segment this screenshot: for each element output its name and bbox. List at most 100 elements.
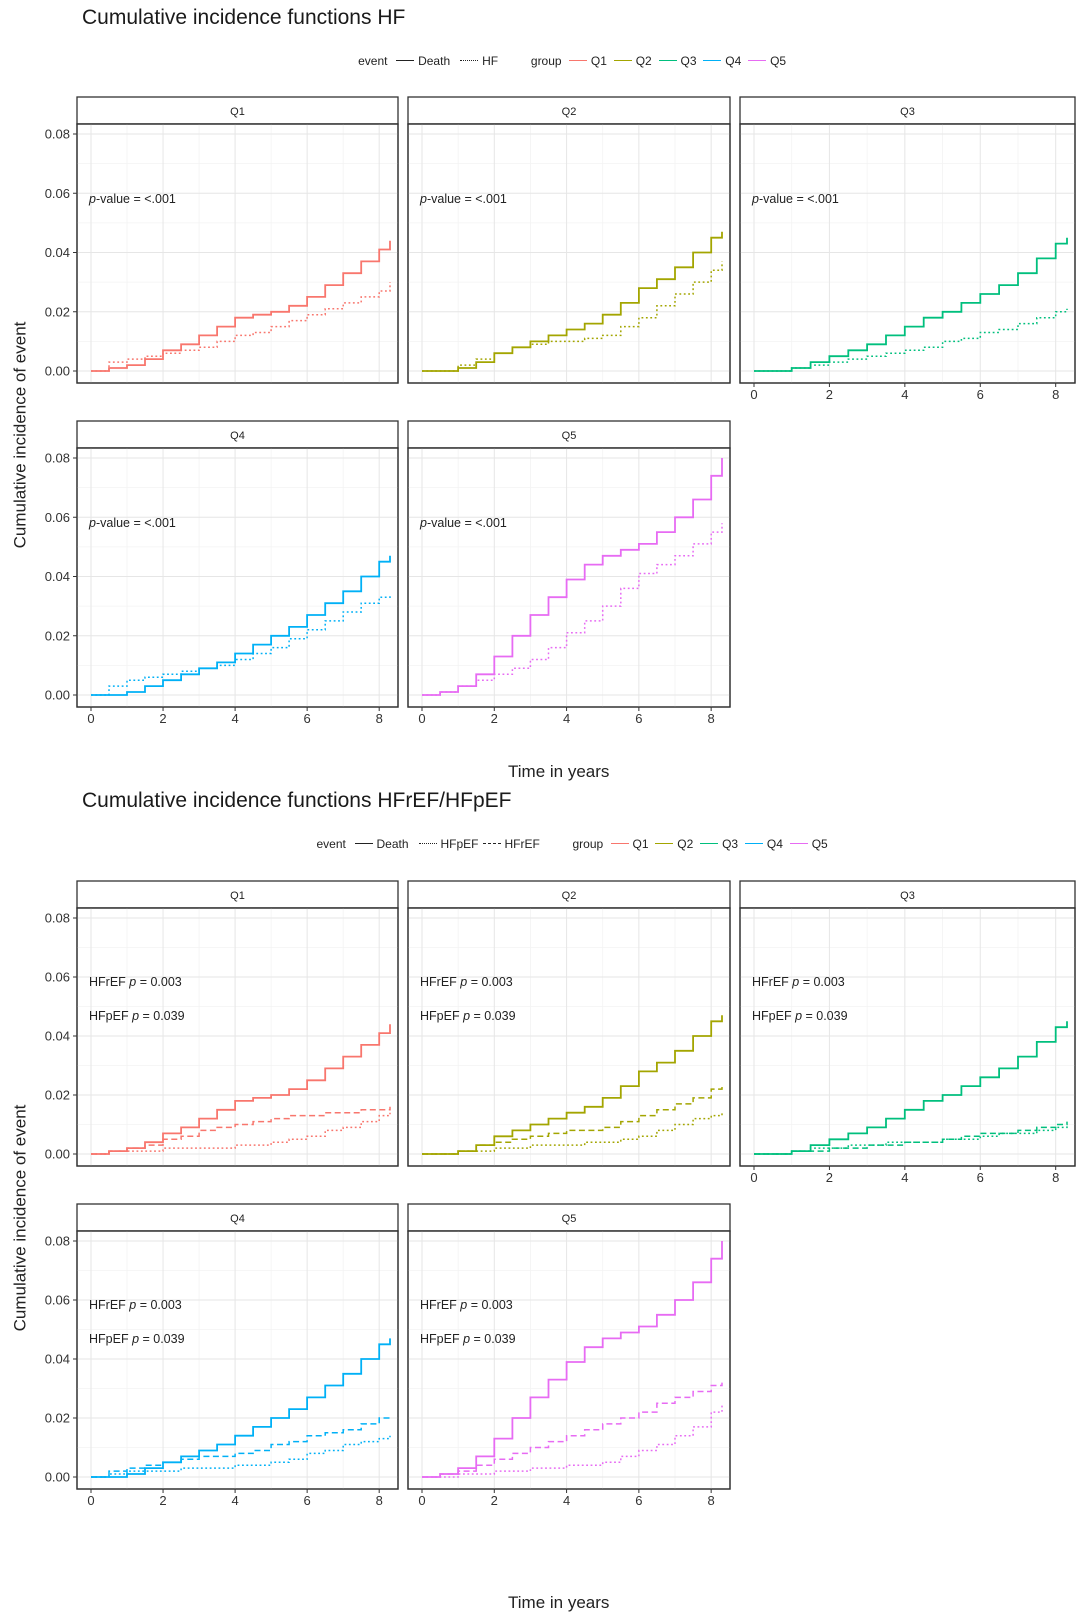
x-tick-label: 2 [159,711,166,726]
x-tick-label: 6 [304,711,311,726]
x-axis-label: Time in years [508,762,610,781]
x-tick-label: 4 [563,711,570,726]
legend-swatch [748,60,767,61]
x-tick-label: 8 [708,711,715,726]
legend-swatch [568,60,587,61]
x-tick-label: 4 [901,1170,908,1185]
y-tick-label: 0.08 [45,127,70,142]
x-tick-label: 6 [304,1493,311,1508]
panel-border-top [407,123,731,384]
x-tick-label: 4 [231,711,238,726]
series-line-q5-death [422,1241,723,1478]
legend-title: group [530,54,562,68]
legend-entry: Q2 [635,54,652,68]
figure-title: Cumulative incidence functions HF [82,6,406,29]
legend-swatch [655,843,674,844]
legend-swatch [396,60,415,61]
series-line-q4-hf [91,594,391,696]
legend-swatch [703,60,722,61]
x-tick-label: 8 [376,711,383,726]
legend: event Death HF group Q1 Q2 Q3 Q4 Q5 [0,52,1091,72]
facet-strip [407,880,731,909]
x-tick-label: 2 [826,1170,833,1185]
p-value-annotation: HFpEF p = 0.039 [752,1009,848,1023]
y-tick-label: 0.04 [45,569,70,584]
p-value-annotation: HFpEF p = 0.039 [420,1009,516,1023]
series-line-q1-death [91,1024,391,1155]
x-tick-label: 0 [750,387,757,402]
y-tick-label: 0.02 [45,628,70,643]
x-tick-label: 0 [87,1493,94,1508]
panel-border [76,907,399,1167]
legend-entry: Q3 [722,837,739,851]
facet-panel-q3: Q3 0 2 4 6 8 HFrEF p = 0.003 HFpEF p = 0.039 [739,880,1076,1185]
y-tick-label: 0.08 [45,911,70,926]
panel-border [407,907,731,1167]
p-value-annotation: p-value = <.001 [419,192,507,206]
panel-border [76,123,399,384]
facet-panel-q1: Q1 0.00 0.02 0.04 0.06 0.08 p-value = <.001 [45,96,399,384]
x-tick-label: 6 [977,387,984,402]
legend-entry: Q1 [590,54,607,68]
legend-swatch [789,843,808,844]
series-line-q3-hfref [754,1121,1068,1155]
panel-border-top [739,907,1076,1167]
x-tick-label: 4 [901,387,908,402]
x-tick-label: 0 [750,1170,757,1185]
series-line-q2-hfref [422,1086,723,1155]
facet-strip-label: Q3 [900,890,915,902]
facet-panel-q5: Q5 0 2 4 6 8 HFrEF p = 0.003 HFpEF p = 0.039 [407,1203,731,1508]
facet-strip-label: Q4 [230,1213,245,1225]
p-value-annotation: HFpEF p = 0.039 [89,1332,185,1346]
y-axis-label: Cumulative incidence of event [10,321,30,549]
series-line-q5-death [422,458,723,696]
legend-swatch [610,843,629,844]
y-tick-label: 0.04 [45,1029,70,1044]
legend-entry: HF [482,54,499,68]
p-value-annotation: HFrEF p = 0.003 [420,975,513,989]
p-value-annotation: HFrEF p = 0.003 [89,975,182,989]
y-tick-label: 0.08 [45,451,70,466]
y-tick-label: 0.04 [45,245,70,260]
p-value-annotation: HFrEF p = 0.003 [752,975,845,989]
y-tick-label: 0.00 [45,1470,70,1485]
facet-strip [739,96,1076,125]
y-tick-label: 0.00 [45,688,70,703]
legend-entry: Q5 [811,837,828,851]
legend-entry: Q1 [632,837,649,851]
legend-swatch [613,60,632,61]
legend-swatch [354,843,373,844]
panel-border [76,1230,399,1490]
y-tick-label: 0.02 [45,1088,70,1103]
y-tick-label: 0.02 [45,304,70,319]
figure-hfref-hfpef: Cumulative incidence functions HFrEF/HFp… [0,783,1091,1616]
facet-strip [407,1203,731,1232]
facet-panel-q1: Q1 0.00 0.02 0.04 0.06 0.08 HFrEF p = 0.003 HFp… [45,880,399,1167]
facet-panel-q5: Q5 0 2 4 6 8 p-value = <.001 [407,420,731,726]
figure-title: Cumulative incidence functions HFrEF/HFp… [82,789,512,812]
series-line-q1-hfref [91,1106,391,1155]
legend-entry: Q5 [770,54,787,68]
panel-border-top [76,123,399,384]
series-line-q3-hf [754,308,1068,372]
panel-border [407,123,731,384]
panel-border [76,447,399,708]
series-line-q1-hf [91,282,391,372]
legend-swatch [700,843,719,844]
y-tick-label: 0.00 [45,364,70,379]
x-tick-label: 2 [491,1493,498,1508]
facet-strip-label: Q1 [230,106,245,118]
facet-panel-q2: Q2 HFrEF p = 0.003 HFpEF p = 0.039 [407,880,731,1167]
legend-entry: Q2 [677,837,694,851]
legend-entry: Death [376,837,409,851]
p-value-annotation: HFrEF p = 0.003 [89,1298,182,1312]
legend-title: event [316,837,346,851]
p-value-annotation: p-value = <.001 [419,516,507,530]
legend: event Death HFpEF HFrEF group Q1 Q2 Q3 Q4 Q5 [0,835,1091,855]
panel-border-top [76,447,399,708]
facet-strip [76,880,399,909]
x-tick-label: 0 [418,1493,425,1508]
x-tick-label: 4 [563,1493,570,1508]
legend-swatch [658,60,677,61]
series-line-q4-hfref [91,1415,391,1478]
